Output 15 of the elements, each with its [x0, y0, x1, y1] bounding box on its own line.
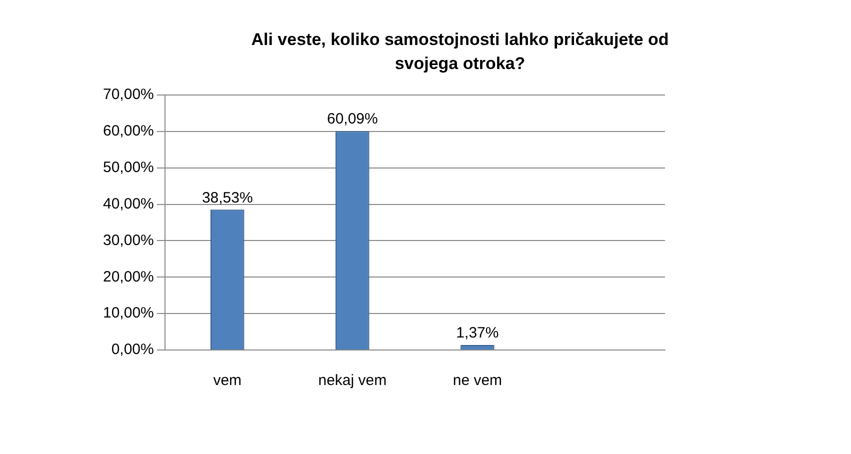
chart-title: Ali veste, koliko samostojnosti lahko pričakujete od svojega otroka?: [250, 29, 670, 75]
y-tick-label: 20,00%: [103, 268, 154, 286]
x-tick-label: vem: [213, 372, 242, 390]
y-tick-label: 30,00%: [103, 232, 154, 249]
y-tick-label: 40,00%: [103, 195, 154, 212]
y-tick-label: 10,00%: [103, 304, 154, 322]
data-label: 1,37%: [456, 324, 499, 342]
data-label: 38,53%: [202, 189, 253, 206]
data-label: 60,09%: [326, 110, 378, 128]
y-tick-label: 70,00%: [103, 86, 154, 104]
y-tick-label: 0,00%: [111, 341, 154, 358]
x-tick-label: nekaj vem: [318, 372, 387, 390]
y-tick-label: 50,00%: [103, 159, 154, 176]
x-tick-label: ne vem: [452, 372, 502, 390]
y-tick-label: 60,00%: [103, 122, 154, 140]
